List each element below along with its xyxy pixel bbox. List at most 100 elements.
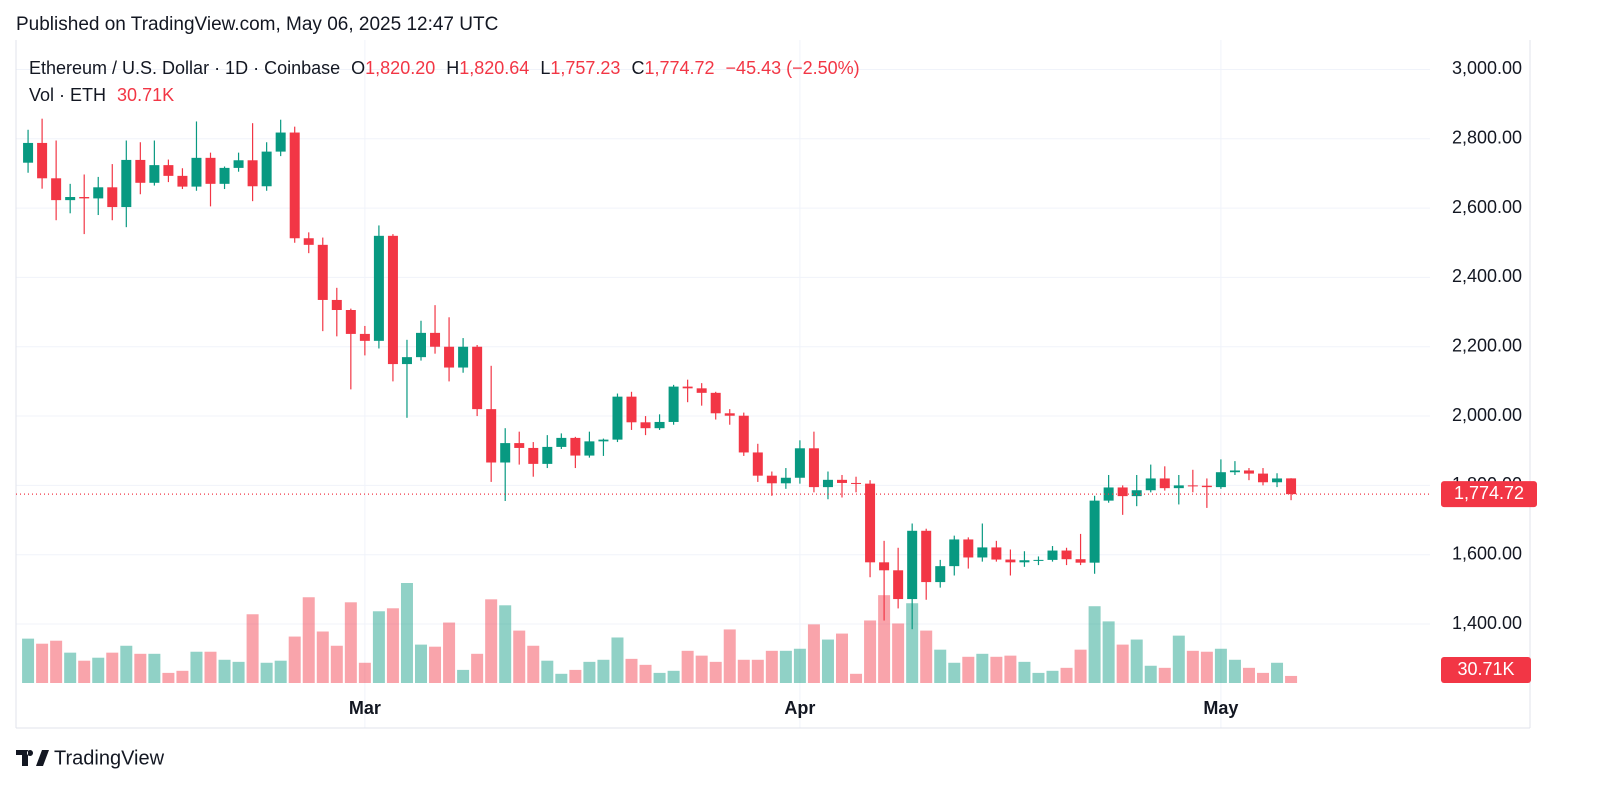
candle-body: [1061, 550, 1072, 560]
volume-bar: [22, 638, 35, 683]
candle-body: [472, 346, 483, 410]
tradingview-logo: TradingView: [16, 747, 165, 769]
volume-bar: [218, 659, 231, 683]
candle-body: [303, 238, 314, 245]
volume-bar: [429, 646, 442, 683]
volume-bar: [415, 644, 428, 683]
volume-bar: [1088, 606, 1101, 683]
candle-body: [668, 386, 679, 422]
volume-key: Vol · ETH: [29, 85, 106, 105]
volume-bar: [1074, 649, 1087, 683]
candle-body: [1075, 559, 1086, 563]
volume-bar: [569, 669, 582, 683]
volume-bar: [344, 602, 357, 683]
candle-body: [935, 566, 946, 583]
candle-body: [261, 151, 272, 187]
candle-body: [1243, 470, 1254, 474]
y-tick-label: 2,400.00: [1452, 266, 1522, 286]
volume-bar: [681, 650, 694, 683]
volume-bar: [653, 672, 666, 683]
candle-body: [163, 165, 174, 176]
y-tick-label: 1,400.00: [1452, 613, 1522, 633]
y-tick-label: 2,000.00: [1452, 405, 1522, 425]
candle-body: [1047, 550, 1058, 560]
candle-body: [1117, 487, 1128, 497]
volume-bar: [639, 664, 652, 683]
candle-body: [921, 530, 932, 583]
candle-body: [1258, 473, 1269, 483]
candle-body: [570, 437, 581, 456]
volume-bar: [737, 659, 750, 683]
candle-body: [780, 477, 791, 484]
candle-body: [724, 413, 735, 416]
candle-body: [949, 539, 960, 567]
volume-bar: [1186, 650, 1199, 683]
candle-body: [752, 452, 763, 476]
volume-bar: [485, 599, 498, 683]
volume-bar: [274, 660, 287, 683]
volume-bar: [779, 650, 792, 683]
candle-body: [37, 142, 48, 179]
x-tick-label: May: [1203, 698, 1238, 718]
candle-body: [51, 178, 62, 201]
candle-body: [345, 310, 356, 334]
candle-body: [458, 346, 469, 368]
candle-body: [738, 415, 749, 453]
volume-bar: [134, 653, 147, 683]
candle-body: [135, 159, 146, 183]
candle-body: [598, 439, 609, 442]
candle-body: [640, 422, 651, 429]
candle-body: [514, 443, 525, 448]
volume-bar: [260, 662, 273, 683]
volume-bar: [513, 630, 526, 683]
ohlc-key: O: [351, 58, 365, 78]
candle-body: [1229, 470, 1240, 473]
candle-body: [556, 437, 567, 447]
candle-body: [317, 244, 328, 300]
volume-bar: [1214, 648, 1227, 683]
volume-bar: [1018, 661, 1031, 683]
volume-bar: [232, 661, 245, 683]
volume-bar: [176, 670, 189, 683]
volume-bar: [162, 672, 175, 683]
candle-body: [149, 165, 160, 183]
candle-body: [542, 446, 553, 464]
candle-body: [359, 333, 370, 341]
published-line: Published on TradingView.com, May 06, 20…: [16, 14, 498, 35]
grid: [16, 40, 1430, 728]
candle-body: [612, 396, 623, 440]
volume-bar: [906, 603, 919, 683]
candle-body: [331, 299, 342, 311]
volume-bar: [443, 622, 456, 683]
candle-body: [584, 441, 595, 456]
candle-body: [1145, 478, 1156, 491]
candle-body: [93, 187, 104, 199]
candle-body: [107, 187, 118, 208]
candle-body: [528, 447, 539, 464]
volume-bar: [400, 583, 413, 683]
candle-body: [822, 479, 833, 488]
candle-body: [1286, 478, 1297, 495]
ohlc-key: H: [446, 58, 459, 78]
candle-body: [879, 562, 890, 571]
candle-body: [79, 197, 90, 199]
candle-body: [682, 386, 693, 389]
volume-bar: [527, 645, 540, 683]
candle-body: [1131, 490, 1142, 497]
volume-bar: [1158, 667, 1171, 683]
volume-bar: [1172, 635, 1185, 683]
candle-body: [1201, 485, 1212, 488]
volume-bar: [204, 651, 217, 683]
candle-body: [1272, 478, 1283, 483]
volume-bar: [723, 629, 736, 683]
volume-value: 30.71K: [117, 85, 174, 105]
volume-bar: [330, 645, 343, 683]
volume-bar: [1200, 651, 1213, 683]
candle-body: [177, 175, 188, 187]
volume-bar: [92, 657, 105, 683]
volume-bar: [821, 639, 834, 683]
candle-body: [626, 396, 637, 423]
candle-body: [837, 479, 848, 483]
volume-bar: [934, 649, 947, 683]
